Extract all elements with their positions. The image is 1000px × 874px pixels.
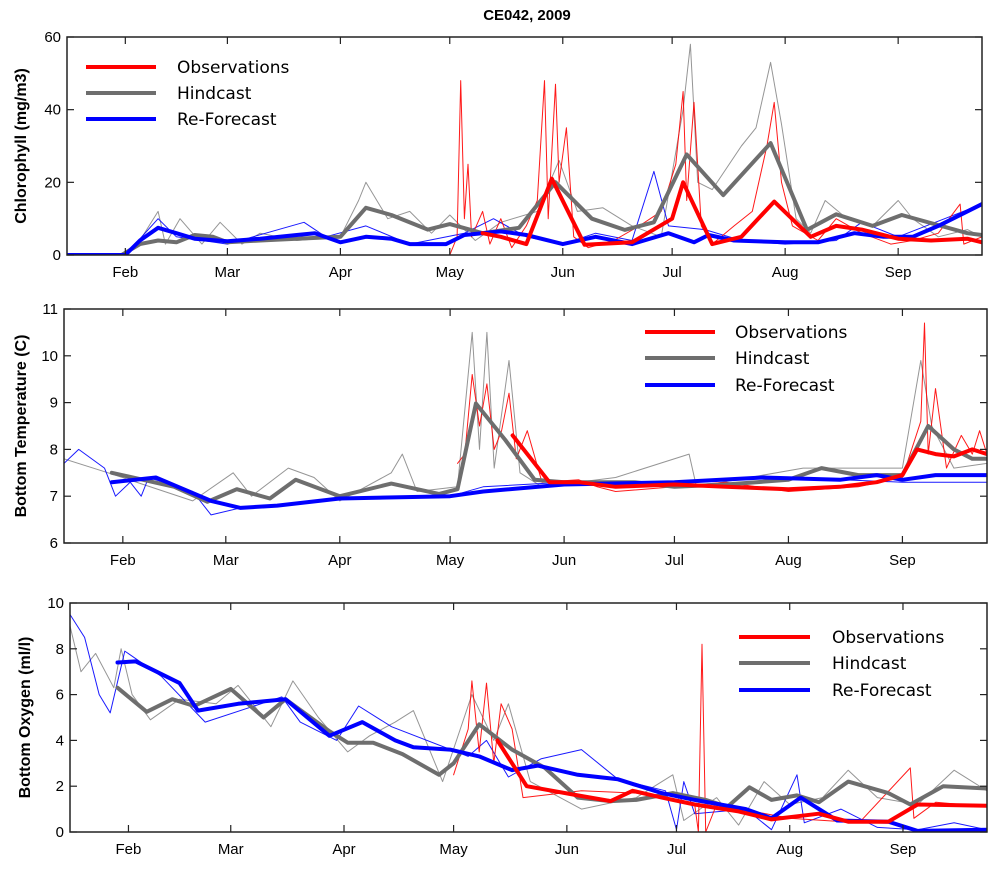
series-hindcast-raw: [64, 331, 987, 502]
legend-label: Observations: [177, 58, 290, 78]
x-tick-label: Apr: [329, 264, 352, 281]
x-tick-label: Jul: [667, 841, 686, 858]
legend-label: Re-Forecast: [832, 681, 932, 701]
y-tick-label: 20: [44, 174, 61, 191]
y-tick-label: 60: [44, 29, 61, 46]
axes-box: [66, 36, 983, 256]
series-group: [67, 43, 982, 255]
y-axis-label: Bottom Temperature (C): [13, 335, 30, 518]
legend-label: Hindcast: [735, 349, 810, 369]
legend: Observations Hindcast Re-Forecast: [86, 58, 290, 130]
x-tick-label: Mar: [214, 264, 240, 281]
legend: Observations Hindcast Re-Forecast: [645, 323, 848, 396]
y-tick-label: 2: [56, 778, 64, 795]
series-observations-smooth: [495, 738, 987, 824]
series-observations-raw: [449, 80, 982, 255]
x-tick-label: Sep: [889, 552, 916, 569]
x-tick-label: Jun: [551, 264, 575, 281]
series-observations-smooth: [480, 176, 982, 247]
x-tick-label: May: [439, 841, 468, 858]
y-tick-label: 8: [50, 441, 58, 458]
series-re-forecast-raw: [70, 614, 987, 831]
x-tick-label: Sep: [885, 264, 912, 281]
legend-label: Observations: [735, 323, 848, 343]
legend-label: Re-Forecast: [177, 110, 277, 130]
y-tick-label: 11: [42, 301, 58, 318]
x-tick-label: Feb: [116, 841, 142, 858]
x-tick-label: Feb: [110, 552, 136, 569]
y-tick-label: 6: [50, 535, 58, 552]
series-group: [64, 322, 987, 516]
x-tick-label: Jul: [663, 264, 682, 281]
panel-1: 0 20 40 60 Feb Mar Apr May Jun Jul Aug Sep Chlorophy…: [13, 29, 983, 281]
series-observations-smooth: [510, 433, 987, 492]
x-tick-label: Mar: [213, 552, 239, 569]
y-tick-label: 40: [44, 102, 61, 119]
axes-box: [63, 308, 988, 544]
x-tick-label: Jul: [665, 552, 684, 569]
series-re-forecast-raw: [64, 448, 987, 516]
y-tick-label: 10: [47, 595, 64, 612]
series-observations-raw: [457, 322, 987, 492]
x-tick-label: Sep: [890, 841, 917, 858]
y-axis-label: Chlorophyll (mg/m3): [13, 68, 30, 224]
x-tick-label: Aug: [772, 264, 799, 281]
y-axis-label: Bottom Oxygen (ml/l): [17, 637, 34, 799]
x-tick-label: Mar: [218, 841, 244, 858]
axes-box: [69, 602, 988, 833]
legend-label: Re-Forecast: [735, 376, 835, 396]
y-tick-label: 9: [50, 395, 58, 412]
series-re-forecast-smooth: [67, 202, 982, 255]
x-tick-label: May: [436, 552, 465, 569]
y-tick-label: 0: [53, 247, 61, 264]
panel-2: 6 7 8 9 10 11 Feb Mar Apr May Jun Jul Aug Sep Bottom T…: [13, 301, 988, 569]
x-tick-label: May: [436, 264, 465, 281]
series-re-forecast-smooth: [115, 659, 987, 832]
legend-label: Observations: [832, 628, 945, 648]
x-tick-label: Jun: [552, 552, 576, 569]
x-tick-label: Jun: [555, 841, 579, 858]
legend-label: Hindcast: [177, 84, 252, 104]
y-tick-label: 8: [56, 641, 64, 658]
y-tick-label: 6: [56, 687, 64, 704]
series-group: [70, 614, 987, 832]
x-tick-label: Aug: [775, 552, 802, 569]
figure-title: CE042, 2009: [483, 7, 571, 24]
legend-label: Hindcast: [832, 654, 907, 674]
y-tick-label: 10: [41, 348, 58, 365]
y-tick-label: 0: [56, 824, 64, 841]
legend: Observations Hindcast Re-Forecast: [739, 628, 945, 701]
x-tick-label: Apr: [328, 552, 351, 569]
series-hindcast-raw: [121, 43, 982, 255]
x-tick-label: Feb: [112, 264, 138, 281]
y-tick-label: 4: [56, 732, 64, 749]
x-tick-label: Apr: [332, 841, 355, 858]
x-tick-label: Aug: [776, 841, 803, 858]
y-tick-label: 7: [50, 488, 58, 505]
panel-3: 0 2 4 6 8 10 Feb Mar Apr May Jun Jul Aug Sep Bottom Ox…: [17, 595, 988, 858]
